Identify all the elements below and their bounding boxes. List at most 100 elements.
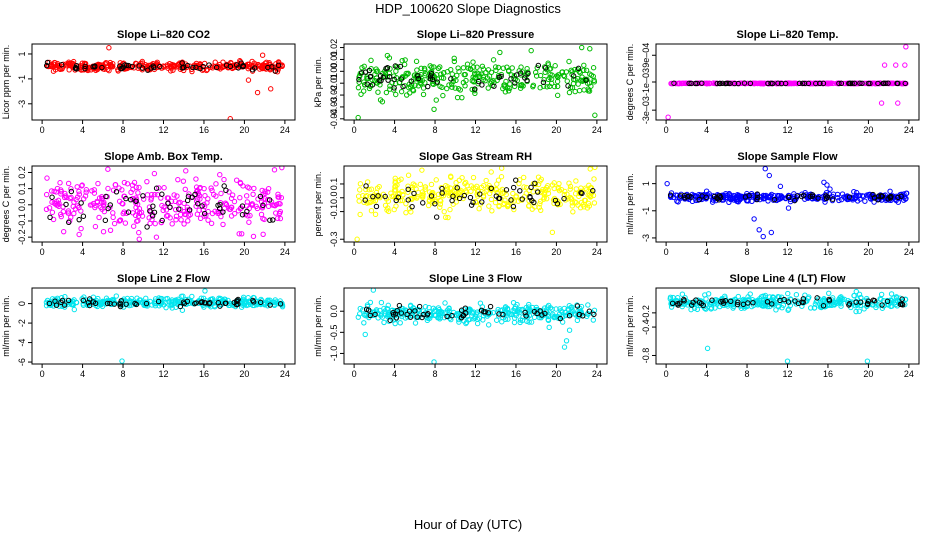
data-point-black bbox=[150, 203, 156, 209]
data-point bbox=[511, 206, 517, 213]
data-point-outlier bbox=[105, 166, 111, 172]
y-tick-label: -1e–03 bbox=[641, 68, 651, 96]
data-point bbox=[812, 301, 819, 307]
data-point bbox=[83, 189, 89, 195]
data-point-black bbox=[113, 189, 120, 195]
data-point bbox=[78, 208, 84, 214]
data-point bbox=[195, 190, 202, 197]
y-tick-label: -0.01 bbox=[329, 73, 339, 94]
data-point bbox=[537, 201, 543, 207]
data-point bbox=[201, 60, 208, 67]
data-point bbox=[463, 77, 469, 84]
data-point bbox=[487, 190, 493, 197]
x-tick-label: 8 bbox=[121, 369, 126, 379]
data-point bbox=[855, 193, 861, 199]
data-point bbox=[172, 198, 179, 205]
data-point bbox=[476, 205, 482, 212]
data-point bbox=[821, 297, 827, 303]
data-point-black bbox=[227, 63, 234, 70]
data-point bbox=[375, 89, 381, 95]
data-point-black bbox=[46, 300, 53, 307]
data-point bbox=[498, 174, 505, 180]
data-point bbox=[545, 62, 552, 68]
data-point bbox=[46, 205, 53, 211]
data-point bbox=[749, 296, 756, 303]
data-point bbox=[76, 231, 82, 238]
data-point bbox=[396, 177, 402, 184]
data-point bbox=[275, 191, 281, 197]
data-point bbox=[99, 206, 105, 212]
data-point-black bbox=[129, 63, 135, 70]
data-point bbox=[135, 218, 141, 224]
data-point bbox=[480, 76, 486, 83]
x-tick-label: 4 bbox=[80, 247, 85, 257]
x-tick-label: 12 bbox=[782, 369, 792, 379]
data-point-black bbox=[449, 312, 455, 319]
data-point-black bbox=[846, 302, 852, 308]
data-point-black bbox=[217, 205, 223, 212]
y-tick-label: 0.1 bbox=[17, 182, 27, 195]
data-point-black bbox=[782, 80, 789, 87]
data-point-black bbox=[799, 80, 806, 87]
data-point-black bbox=[542, 310, 548, 317]
data-point bbox=[529, 206, 535, 212]
data-point bbox=[414, 67, 420, 73]
x-tick-label: 20 bbox=[863, 247, 873, 257]
data-point-black bbox=[681, 192, 688, 199]
data-point bbox=[551, 180, 557, 186]
data-point-black bbox=[688, 302, 695, 308]
data-point bbox=[398, 88, 405, 95]
data-point-black bbox=[393, 315, 400, 321]
x-tick-label: 4 bbox=[392, 369, 397, 379]
data-point bbox=[265, 189, 271, 195]
data-point-black bbox=[734, 301, 741, 308]
data-point-black bbox=[362, 69, 369, 75]
data-point bbox=[169, 298, 175, 305]
data-point-black bbox=[838, 80, 845, 87]
data-point-black bbox=[503, 187, 510, 193]
data-point bbox=[161, 185, 167, 191]
data-point-black bbox=[540, 79, 547, 86]
data-point bbox=[573, 312, 579, 318]
data-point bbox=[274, 215, 281, 222]
data-point-black bbox=[786, 194, 792, 200]
y-tick-label: 0.01 bbox=[329, 51, 339, 69]
x-tick-label: 24 bbox=[592, 369, 602, 379]
data-point bbox=[416, 77, 423, 83]
data-point-black bbox=[769, 301, 775, 307]
data-point bbox=[427, 63, 433, 69]
data-point-black bbox=[185, 193, 192, 200]
data-point-black bbox=[720, 300, 727, 306]
data-point bbox=[793, 291, 800, 298]
data-point bbox=[477, 300, 484, 306]
data-point-black bbox=[231, 299, 237, 306]
data-point-black bbox=[99, 64, 105, 71]
data-point bbox=[206, 302, 213, 309]
data-point bbox=[543, 184, 550, 191]
data-point bbox=[492, 64, 499, 70]
data-point bbox=[585, 200, 592, 207]
data-point bbox=[453, 77, 459, 84]
data-point bbox=[357, 305, 363, 312]
data-point-black bbox=[688, 80, 694, 87]
data-point bbox=[528, 47, 534, 54]
data-point-black bbox=[745, 300, 751, 306]
data-point bbox=[355, 193, 362, 199]
x-tick-label: 16 bbox=[199, 369, 209, 379]
data-point bbox=[562, 197, 569, 203]
data-point bbox=[185, 218, 191, 224]
data-point-black bbox=[249, 67, 256, 73]
data-point bbox=[217, 172, 223, 178]
data-point bbox=[58, 213, 64, 220]
data-point bbox=[356, 74, 362, 80]
data-point-black bbox=[800, 296, 807, 302]
data-point bbox=[520, 174, 527, 181]
data-point bbox=[62, 293, 68, 300]
data-point-black bbox=[387, 317, 393, 324]
points-group bbox=[664, 166, 910, 240]
data-point bbox=[173, 217, 179, 223]
data-point bbox=[211, 191, 217, 198]
data-point bbox=[205, 217, 211, 223]
data-point-black bbox=[233, 62, 240, 68]
data-point bbox=[274, 201, 280, 208]
